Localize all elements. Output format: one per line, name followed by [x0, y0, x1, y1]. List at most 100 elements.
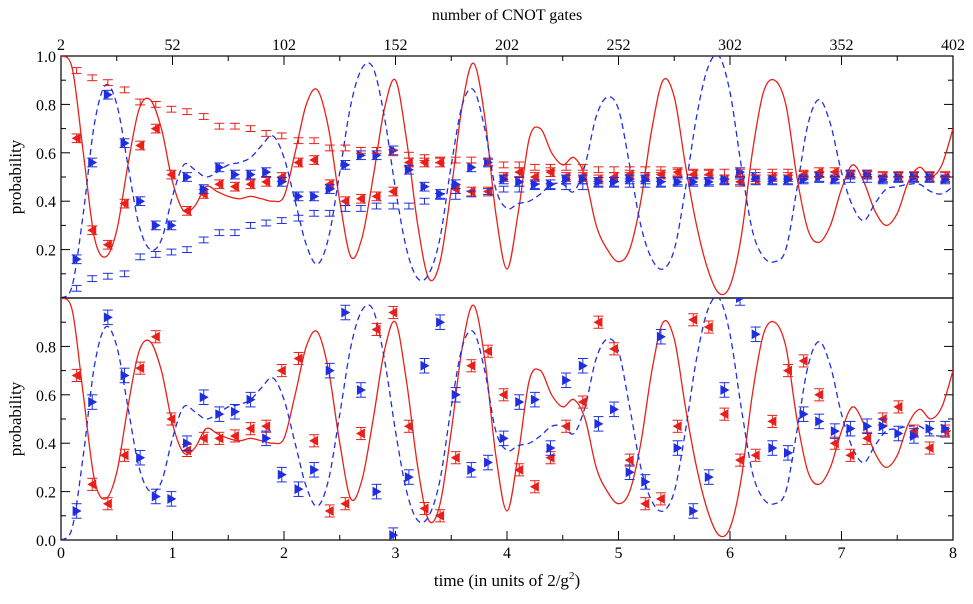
triangle-left-marker: [403, 421, 413, 432]
blue-data-point: [293, 481, 304, 497]
triangle-left-marker: [371, 191, 381, 202]
blue-decay-point: [924, 176, 935, 183]
blue-data-point: [829, 423, 840, 439]
triangle-right-marker: [215, 409, 225, 420]
cnot-tick-label: 352: [830, 37, 854, 54]
blue-data-point: [87, 157, 98, 168]
triangle-right-marker: [277, 469, 287, 480]
red-data-point: [577, 395, 588, 409]
triangle-right-marker: [246, 169, 256, 180]
red-data-point: [214, 431, 225, 445]
x-tick-label: 0: [57, 545, 65, 562]
blue-data-point: [102, 309, 113, 326]
blue-decay-point: [450, 192, 461, 200]
blue-decay-point: [355, 205, 366, 212]
y-tick-label: 0.2: [36, 243, 56, 260]
red-data-point: [135, 140, 146, 151]
red-decay-point: [229, 122, 240, 130]
red-decay-point: [309, 137, 320, 145]
blue-data-point: [419, 358, 430, 374]
red-data-point: [309, 434, 320, 448]
x-tick-label: 5: [615, 545, 623, 562]
blue-data-point: [640, 474, 651, 490]
red-decay-point: [750, 168, 761, 176]
triangle-right-marker: [103, 312, 113, 323]
blue-data-point: [261, 430, 272, 447]
triangle-left-marker: [655, 493, 665, 504]
red-data-point: [782, 364, 793, 378]
triangle-right-marker: [515, 397, 525, 408]
red-data-point: [276, 364, 287, 378]
triangle-right-marker: [167, 220, 177, 231]
triangle-left-marker: [340, 498, 350, 509]
blue-decay-point: [181, 246, 192, 254]
blue-decay-point: [593, 180, 604, 188]
blue-data-point: [750, 326, 761, 343]
red-data-point: [355, 193, 366, 204]
y-tick-label: 0.6: [36, 388, 56, 405]
red-data-point: [498, 388, 509, 402]
triangle-left-marker: [119, 450, 129, 461]
blue-decay-point: [150, 251, 161, 258]
red-decay-point: [577, 163, 588, 171]
triangle-right-marker: [277, 176, 287, 187]
red-data-point: [514, 463, 525, 477]
triangle-right-marker: [356, 150, 366, 161]
blue-data-point: [419, 181, 430, 192]
blue-decay-point: [435, 192, 446, 200]
red-decay-point: [624, 166, 635, 174]
red-decay-point: [87, 74, 98, 82]
blue-data-point: [340, 159, 351, 170]
blue-decay-point: [877, 176, 888, 183]
blue-data-point: [593, 416, 604, 432]
blue-data-point: [719, 382, 730, 398]
blue-data-point: [214, 406, 225, 422]
triangle-right-marker: [230, 406, 240, 417]
triangle-left-marker: [498, 389, 508, 400]
red-decay-point: [561, 163, 572, 171]
blue-decay-point: [545, 183, 556, 191]
triangle-right-marker: [182, 172, 192, 182]
triangle-right-marker: [294, 191, 304, 202]
blue-data-point: [71, 503, 82, 519]
red-decay-point: [166, 105, 177, 113]
triangle-left-marker: [229, 430, 239, 441]
red-data-point: [87, 225, 98, 236]
blue-data-point: [166, 491, 177, 507]
triangle-left-marker: [514, 167, 524, 178]
triangle-left-marker: [719, 409, 729, 420]
triangle-left-marker: [71, 133, 81, 144]
triangle-right-marker: [736, 298, 746, 303]
blue-data-point: [672, 440, 683, 456]
triangle-left-marker: [71, 370, 81, 381]
triangle-left-marker: [703, 322, 713, 333]
blue-decay-point: [561, 183, 572, 191]
blue-data-point: [483, 454, 494, 471]
red-data-point: [845, 448, 856, 462]
triangle-right-marker: [182, 438, 192, 449]
triangle-right-marker: [562, 375, 572, 386]
blue-data-point: [435, 314, 446, 330]
triangle-left-marker: [577, 397, 587, 408]
blue-theory-curve: [61, 298, 953, 540]
blue-data-point: [324, 362, 335, 379]
red-data-point: [71, 133, 82, 144]
blue-data-point: [688, 503, 699, 519]
red-data-point: [750, 448, 761, 462]
triangle-right-marker: [610, 404, 620, 415]
triangle-right-marker: [863, 421, 873, 432]
blue-decay-point: [609, 180, 620, 188]
red-data-point: [293, 157, 304, 168]
red-decay-point: [655, 166, 666, 174]
blue-decay-point: [261, 219, 272, 227]
red-decay-point: [102, 79, 113, 87]
blue-decay-point: [483, 188, 494, 195]
xlabel-close: ): [574, 571, 580, 590]
blue-data-point: [355, 382, 366, 398]
blue-decay-point: [276, 217, 287, 224]
triangle-right-marker: [894, 428, 904, 439]
triangle-right-marker: [151, 220, 161, 231]
blue-data-point: [924, 420, 935, 437]
